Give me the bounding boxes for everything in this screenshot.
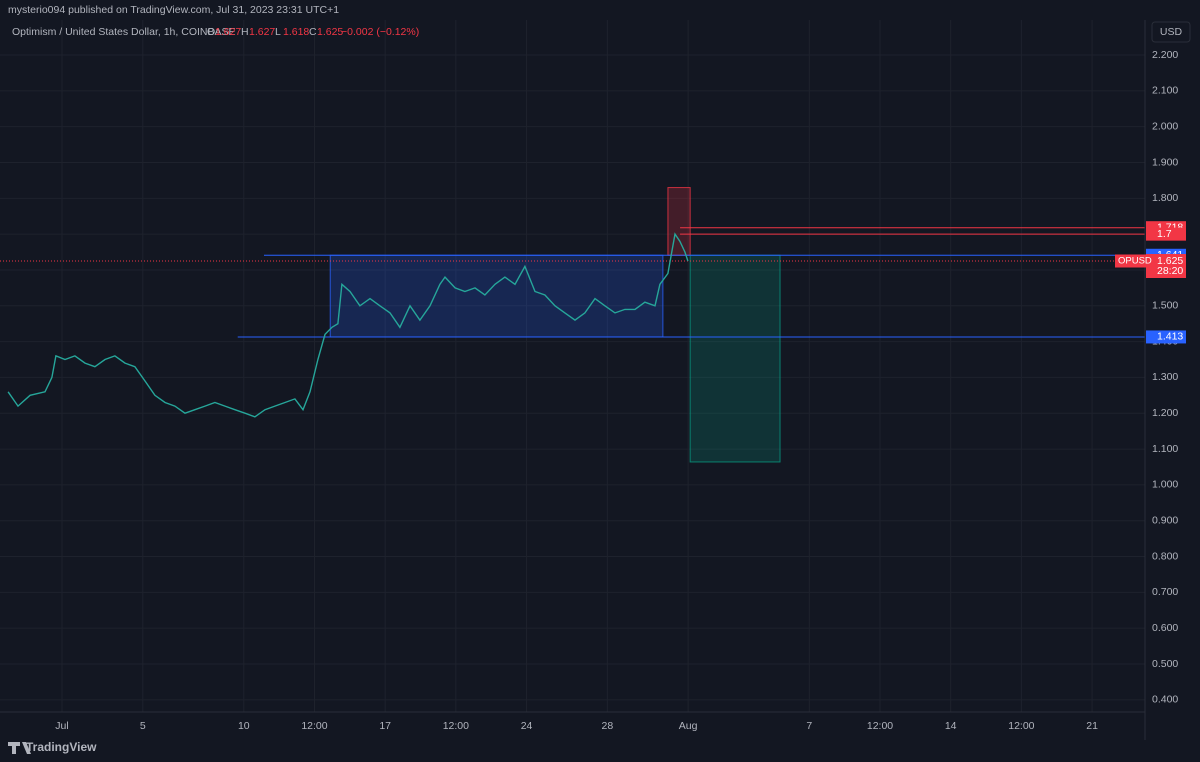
brand: TradingView <box>26 740 97 754</box>
y-tick-label: 1.800 <box>1152 192 1178 204</box>
x-tick-label: Aug <box>679 720 698 732</box>
y-tick-label: 0.600 <box>1152 622 1178 634</box>
y-tick-label: 0.800 <box>1152 550 1178 562</box>
x-tick-label: 12:00 <box>1008 720 1034 732</box>
countdown: 28:20 <box>1157 265 1183 277</box>
x-tick-label: 17 <box>379 720 391 732</box>
price-label: 1.413 <box>1157 331 1183 343</box>
y-tick-label: 2.100 <box>1152 85 1178 97</box>
zone-box <box>667 187 691 256</box>
ohlc-value: 1.625 <box>317 26 343 38</box>
x-tick-label: 10 <box>238 720 250 732</box>
price-line <box>7 232 689 418</box>
y-tick-label: 1.100 <box>1152 443 1178 455</box>
ohlc-value: 1.627 <box>215 26 241 38</box>
x-tick-label: Jul <box>55 720 68 732</box>
ohlc-label: C <box>309 26 317 38</box>
y-tick-label: 0.900 <box>1152 514 1178 526</box>
ohlc: O 1.627 H 1.627 L 1.618 C 1.625 <box>207 26 343 38</box>
ohlc-value: 1.627 <box>249 26 275 38</box>
y-tick-label: 0.400 <box>1152 694 1178 706</box>
axes: 0.400 0.500 0.600 0.700 0.800 0.900 1.000 1.100… <box>55 49 1186 732</box>
plot <box>0 187 1145 463</box>
currency-button[interactable] <box>1151 21 1191 43</box>
y-tick-label: 2.000 <box>1152 120 1178 132</box>
x-tick-label: 5 <box>140 720 146 732</box>
x-tick-label: 12:00 <box>443 720 469 732</box>
ohlc-value: 1.618 <box>283 26 309 38</box>
currency[interactable]: USD <box>1160 26 1183 38</box>
x-tick-label: 24 <box>521 720 533 732</box>
price-label-box <box>1146 330 1186 344</box>
zone-box <box>689 254 781 463</box>
x-tick-label: 12:00 <box>867 720 893 732</box>
x-tick-label: 28 <box>601 720 613 732</box>
y-tick-label: 1.000 <box>1152 479 1178 491</box>
y-tick-label: 0.500 <box>1152 658 1178 670</box>
y-tick-label: 2.200 <box>1152 49 1178 61</box>
x-tick-label: 21 <box>1086 720 1098 732</box>
change: −0.002 (−0.12%) <box>341 26 419 38</box>
logo-icon <box>8 742 31 754</box>
x-tick-label: 14 <box>945 720 957 732</box>
symbol-tag <box>1115 254 1146 268</box>
zone-box <box>329 254 664 338</box>
price-label: 1.7 <box>1157 228 1172 240</box>
price-label-box <box>1146 227 1186 241</box>
symbol: Optimism / United States Dollar, 1h, COI… <box>12 26 236 38</box>
y-tick-label: 1.200 <box>1152 407 1178 419</box>
price-label: 1.625 <box>1157 255 1183 267</box>
ohlc-label: H <box>241 26 249 38</box>
ohlc-label: O <box>207 26 215 38</box>
y-tick-label: 1.500 <box>1152 300 1178 312</box>
x-tick-label: 12:00 <box>301 720 327 732</box>
y-tick-label: 1.300 <box>1152 371 1178 383</box>
y-tick-label: 0.700 <box>1152 586 1178 598</box>
publisher: mysterio094 published on TradingView.com… <box>8 4 339 16</box>
ohlc-label: L <box>275 26 281 38</box>
x-tick-label: 7 <box>806 720 812 732</box>
price-label-box <box>1146 254 1186 279</box>
y-tick-label: 1.900 <box>1152 156 1178 168</box>
symbol-tag-label: OPUSD <box>1118 256 1152 267</box>
